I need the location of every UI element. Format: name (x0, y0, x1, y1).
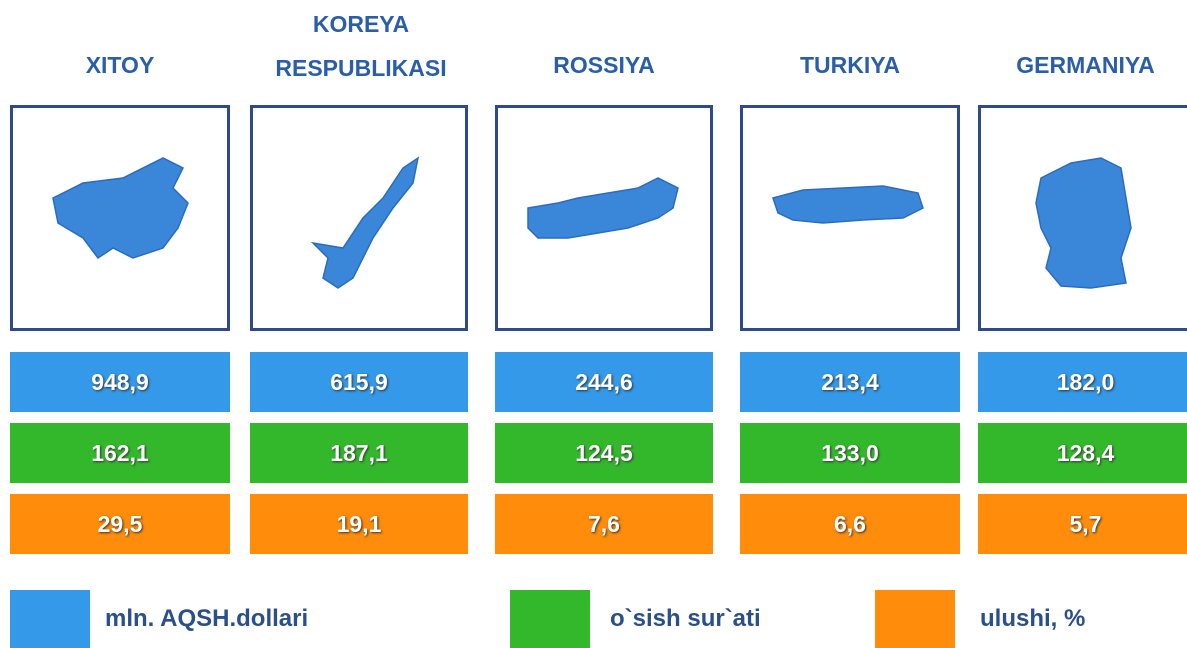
map-shape (772, 185, 924, 224)
map-shape (310, 156, 420, 289)
country-title: ROSSIYA (553, 52, 655, 78)
value-cell: 244,6 (495, 352, 713, 412)
map-box (978, 105, 1187, 331)
map-box (10, 105, 230, 331)
country-map (1035, 157, 1132, 289)
share-cell: 5,7 (978, 494, 1187, 554)
growth-cell: 162,1 (10, 423, 230, 483)
value-cell: 182,0 (978, 352, 1187, 412)
share-cell: 29,5 (10, 494, 230, 554)
value-cell: 615,9 (250, 352, 468, 412)
legend-label: ulushi, % (980, 605, 1086, 632)
map-shape (52, 157, 189, 260)
country-map (527, 177, 679, 239)
map-box (495, 105, 713, 331)
legend-label: mln. AQSH.dollari (105, 605, 309, 632)
map-box (250, 105, 468, 331)
country-map (310, 156, 420, 289)
country-map (772, 185, 924, 224)
share-cell: 19,1 (250, 494, 468, 554)
value-cell: 213,4 (740, 352, 960, 412)
map-box (740, 105, 960, 331)
legend-swatch (10, 590, 90, 648)
value-cell: 948,9 (10, 352, 230, 412)
country-title: XITOY (85, 52, 155, 78)
country-map (52, 157, 189, 260)
country-title: TURKIYA (799, 52, 901, 78)
legend-swatch (510, 590, 590, 648)
share-cell: 6,6 (740, 494, 960, 554)
share-cell: 7,6 (495, 494, 713, 554)
legend-label: o`sish sur`ati (610, 605, 761, 632)
map-shape (1035, 157, 1132, 289)
growth-cell: 128,4 (978, 423, 1187, 483)
country-title: GERMANIYA (1016, 52, 1155, 78)
map-shape (527, 177, 679, 239)
country-title: KOREYA RESPUBLIKASI (275, 11, 447, 81)
legend-swatch (875, 590, 955, 648)
growth-cell: 133,0 (740, 423, 960, 483)
growth-cell: 187,1 (250, 423, 468, 483)
growth-cell: 124,5 (495, 423, 713, 483)
